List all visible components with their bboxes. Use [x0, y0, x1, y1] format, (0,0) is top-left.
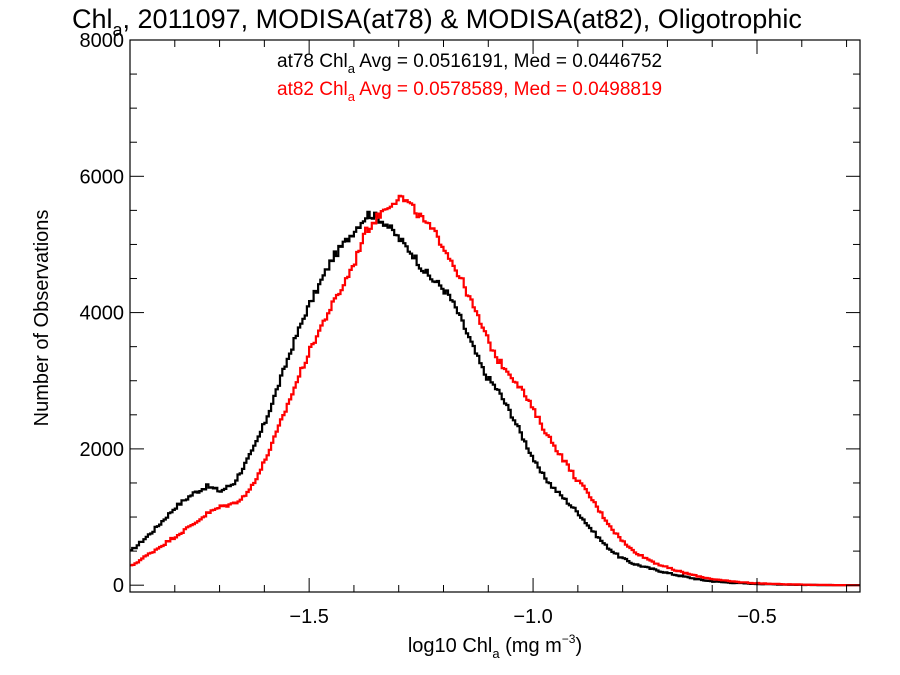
y-tick-label: 4000 — [80, 303, 125, 325]
chart-title: Chla, 2011097, MODISA(at78) & MODISA(at8… — [72, 4, 802, 40]
x-tick-label: −0.5 — [737, 606, 776, 628]
y-tick-label: 8000 — [80, 30, 125, 52]
y-tick-label: 0 — [113, 575, 124, 597]
series-line-at78 — [130, 210, 860, 587]
annotation-at82: at82 Chla Avg = 0.0578589, Med = 0.04988… — [277, 79, 662, 104]
annotation-at78: at78 Chla Avg = 0.0516191, Med = 0.04467… — [277, 51, 662, 76]
series-line-at82 — [130, 194, 860, 587]
x-axis-label: log10 Chla (mg m−3) — [408, 632, 582, 661]
x-tick-label: −1.0 — [513, 606, 552, 628]
series-layer — [130, 194, 860, 587]
y-tick-label: 6000 — [80, 166, 125, 188]
x-tick-label: −1.5 — [289, 606, 328, 628]
plot-frame — [129, 39, 861, 593]
y-axis-label: Number of Observations — [31, 210, 53, 427]
axis-layer: −1.5 −1.0 −0.5 0 2000 4000 6000 8000 — [80, 30, 860, 628]
y-tick-label: 2000 — [80, 439, 125, 461]
